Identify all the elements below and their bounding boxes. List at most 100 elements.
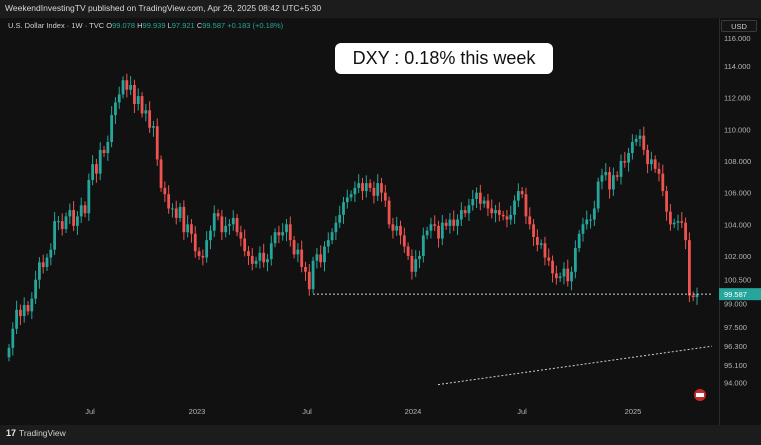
candle-body	[573, 248, 577, 272]
symbol-name: U.S. Dollar Index · 1W · TVC	[8, 21, 105, 30]
candle-body	[433, 224, 437, 226]
candle-body	[136, 96, 140, 104]
candle-body	[288, 224, 292, 241]
candle-body	[326, 240, 330, 247]
candle-body	[68, 210, 72, 217]
candle-body	[197, 251, 201, 256]
candle-body	[623, 160, 627, 163]
candle-body	[79, 205, 83, 217]
candle-body	[478, 192, 482, 204]
candle-body	[220, 216, 224, 233]
candle-body	[364, 183, 368, 192]
candle-body	[372, 187, 376, 196]
candle-body	[235, 217, 239, 233]
candle-body	[334, 222, 338, 233]
candle-body	[330, 232, 334, 241]
candle-body	[212, 213, 216, 231]
candle-body	[585, 219, 589, 225]
candle-body	[539, 243, 543, 245]
candle-body	[657, 168, 661, 174]
y-tick-label: 106.000	[724, 189, 751, 198]
candle-body	[551, 260, 554, 274]
candle-body	[604, 172, 608, 176]
candle-body	[581, 224, 585, 234]
candle-body	[634, 138, 638, 142]
candle-body	[440, 222, 444, 239]
candle-body	[437, 225, 440, 239]
y-tick-label: 112.000	[724, 94, 751, 103]
y-tick-label: 96.300	[724, 342, 747, 351]
candle-body	[380, 183, 383, 193]
candle-body	[133, 84, 136, 104]
candle-body	[53, 221, 57, 250]
candle-body	[19, 309, 22, 317]
candle-body	[87, 179, 91, 214]
y-tick-label: 114.000	[724, 62, 751, 71]
candle-body	[608, 172, 611, 190]
candle-body	[543, 243, 547, 258]
candle-body	[532, 224, 535, 237]
low-label: L	[167, 21, 172, 30]
candle-body	[505, 216, 509, 220]
low-value: 97.921	[171, 21, 195, 30]
candle-body	[11, 328, 15, 348]
candle-body	[395, 225, 399, 231]
price-axis[interactable]	[719, 18, 761, 425]
candle-body	[547, 257, 551, 261]
x-tick-label: 2024	[405, 407, 422, 416]
candle-body	[600, 175, 604, 182]
candle-body	[311, 260, 315, 290]
candle-body	[376, 183, 380, 196]
candle-body	[182, 206, 186, 233]
candle-body	[471, 198, 475, 206]
currency-button[interactable]: USD	[721, 20, 757, 32]
candle-body	[45, 257, 49, 268]
publish-bar: WeekendInvestingTV published on TradingV…	[0, 0, 761, 18]
chart-pane[interactable]	[0, 18, 719, 425]
candle-body	[117, 94, 121, 103]
candle-body	[190, 224, 193, 234]
country-flag-icon-stripe	[696, 393, 704, 397]
last-price-label: 99.587	[724, 290, 747, 299]
candle-body	[209, 230, 212, 241]
candle-body	[668, 211, 672, 225]
candle-body	[163, 187, 167, 195]
candle-body	[653, 159, 657, 169]
y-tick-label: 100.500	[724, 276, 751, 285]
candle-body	[410, 255, 414, 272]
candle-body	[140, 96, 144, 114]
candle-body	[216, 213, 220, 217]
tradingview-logo[interactable]: 17 TradingView	[6, 428, 66, 438]
candle-body	[224, 225, 228, 233]
candle-body	[114, 102, 117, 116]
candle-body	[383, 192, 387, 201]
candle-body	[490, 208, 494, 214]
open-value: 99.078	[112, 21, 136, 30]
candle-body	[353, 187, 357, 195]
candle-body	[98, 149, 102, 174]
candle-body	[596, 181, 600, 209]
candle-body	[418, 255, 421, 260]
candle-body	[285, 224, 288, 233]
candle-body	[319, 254, 323, 263]
candle-body	[475, 192, 478, 199]
candle-body	[402, 235, 406, 247]
candle-body	[509, 214, 513, 220]
candle-body	[646, 149, 649, 165]
candle-body	[615, 175, 619, 177]
candle-body	[448, 219, 452, 226]
candle-body	[524, 194, 528, 217]
candle-body	[456, 219, 459, 226]
candle-body	[266, 259, 269, 263]
candle-body	[83, 205, 87, 214]
candle-body	[421, 235, 425, 256]
candle-body	[102, 149, 106, 154]
candle-body	[577, 233, 581, 249]
candle-body	[273, 232, 277, 244]
candle-body	[304, 267, 307, 272]
candle-body	[566, 268, 570, 282]
candle-body	[691, 295, 695, 298]
candle-body	[178, 206, 182, 218]
candle-body	[228, 224, 231, 226]
